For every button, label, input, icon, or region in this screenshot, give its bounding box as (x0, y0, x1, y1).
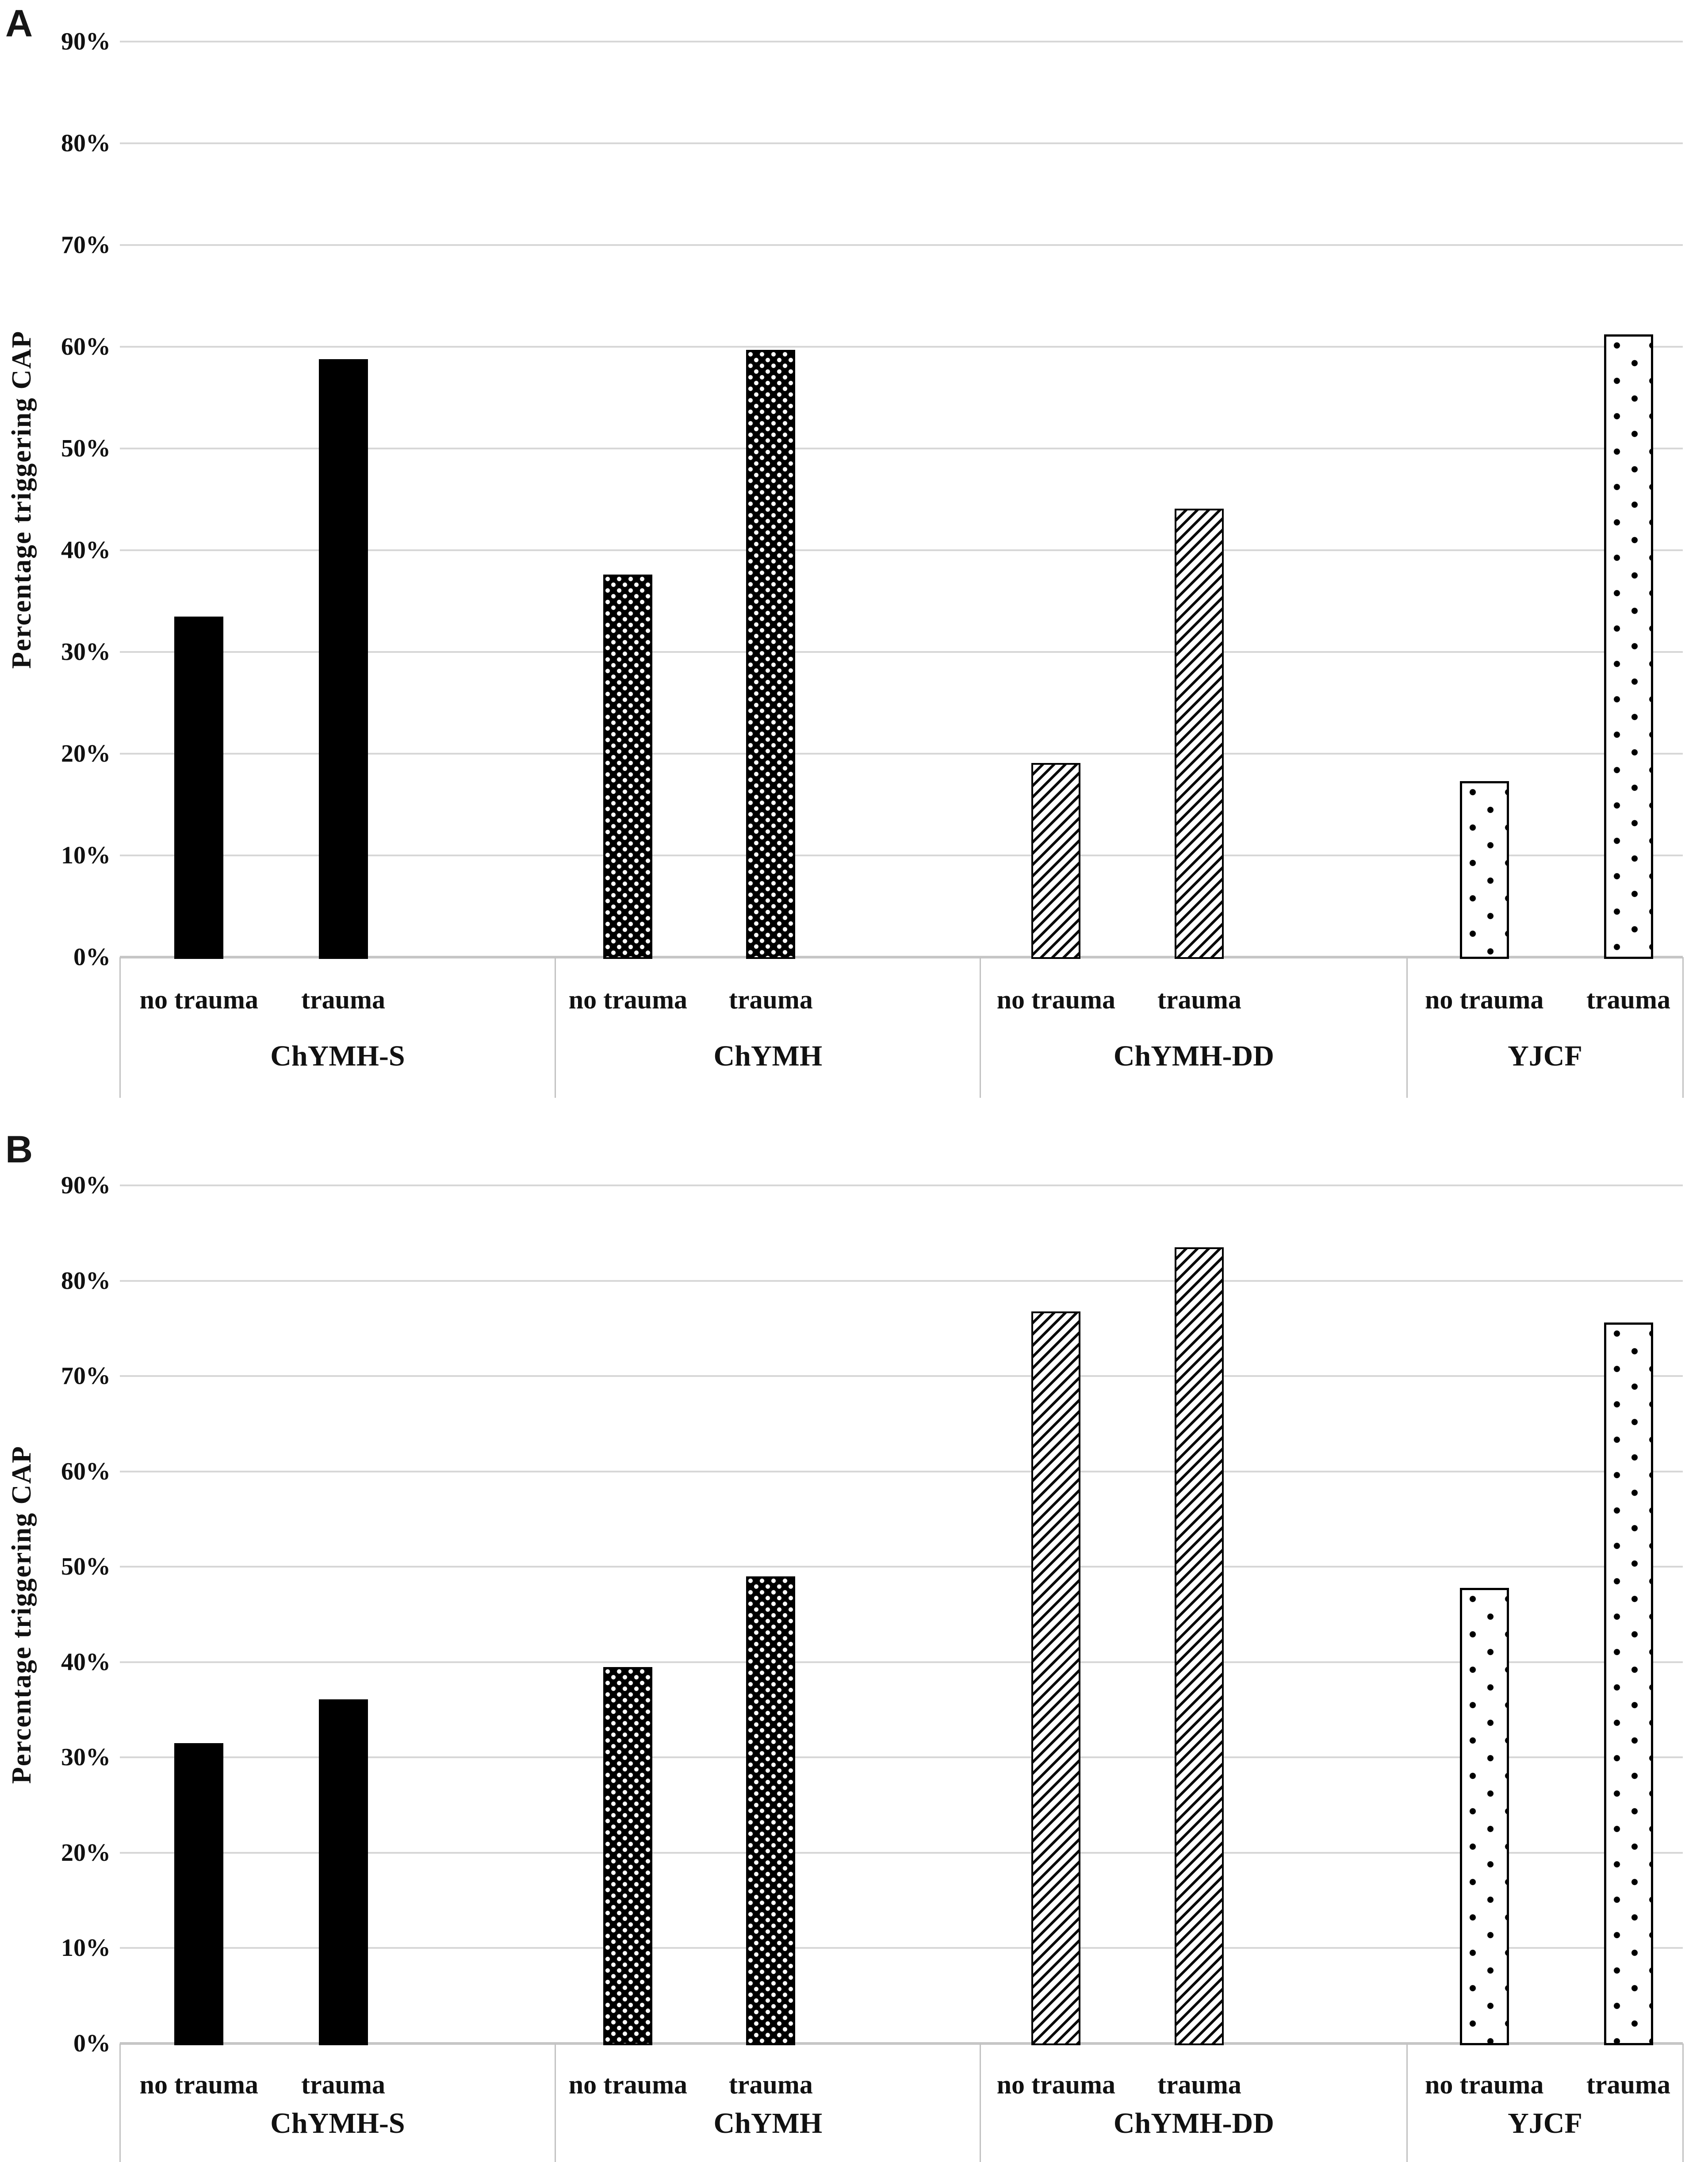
group-label-b-chymh-s: ChYMH-S (270, 2107, 405, 2139)
condition-label-a-chymh-dd-no-trauma: no trauma (996, 985, 1116, 1014)
gridline-a-80 (120, 142, 1683, 144)
y-tick-label-a-20: 20% (61, 740, 111, 767)
y-tick-label-a-30: 30% (61, 638, 111, 666)
condition-label-b-yjcf-no-trauma: no trauma (1425, 2070, 1544, 2099)
y-tick-label-a-50: 50% (61, 435, 111, 462)
gridline-b-90 (120, 1184, 1683, 1186)
group-label-a-yjcf: YJCF (1508, 1040, 1582, 1072)
category-divider-a-1 (555, 957, 556, 1098)
bar-a-chymh-dd-no-trauma (1031, 763, 1081, 959)
bar-b-yjcf-no-trauma (1459, 1587, 1509, 2045)
group-label-a-chymh-dd: ChYMH-DD (1113, 1040, 1274, 1072)
gridline-a-40 (120, 549, 1683, 551)
gridline-b-60 (120, 1470, 1683, 1472)
bar-b-chymh-no-trauma (603, 1667, 653, 2045)
y-tick-label-b-40: 40% (61, 1648, 111, 1676)
gridline-b-20 (120, 1852, 1683, 1854)
group-label-a-chymh: ChYMH (713, 1040, 823, 1072)
condition-label-b-chymh-trauma: trauma (728, 2070, 813, 2099)
group-label-b-chymh: ChYMH (713, 2107, 823, 2139)
category-divider-b-0 (119, 2043, 121, 2162)
y-tick-label-b-60: 60% (61, 1457, 111, 1485)
gridline-b-10 (120, 1947, 1683, 1949)
condition-label-b-chymh-dd-trauma: trauma (1157, 2070, 1241, 2099)
condition-label-b-chymh-s-no-trauma: no trauma (139, 2070, 258, 2099)
category-divider-b-4 (1682, 2043, 1684, 2162)
condition-label-b-yjcf-trauma: trauma (1586, 2070, 1670, 2099)
y-tick-label-a-70: 70% (61, 231, 111, 259)
gridline-a-60 (120, 346, 1683, 348)
bar-b-chymh-dd-trauma (1175, 1247, 1224, 2045)
bar-a-chymh-dd-trauma (1175, 508, 1224, 959)
gridline-b-30 (120, 1756, 1683, 1759)
gridline-b-80 (120, 1280, 1683, 1282)
y-tick-label-b-20: 20% (61, 1839, 111, 1867)
gridline-b-40 (120, 1661, 1683, 1663)
y-tick-label-b-10: 10% (61, 1934, 111, 1962)
condition-label-a-chymh-trauma: trauma (728, 985, 813, 1014)
y-tick-label-a-0: 0% (73, 943, 111, 971)
y-tick-label-b-50: 50% (61, 1553, 111, 1581)
y-tick-label-b-30: 30% (61, 1744, 111, 1771)
gridline-b-70 (120, 1375, 1683, 1377)
condition-label-a-chymh-dd-trauma: trauma (1157, 985, 1241, 1014)
gridline-a-30 (120, 651, 1683, 653)
condition-label-b-chymh-dd-no-trauma: no trauma (996, 2070, 1116, 2099)
y-tick-label-b-80: 80% (61, 1267, 111, 1295)
bar-b-chymh-trauma (746, 1576, 796, 2045)
condition-label-a-yjcf-no-trauma: no trauma (1425, 985, 1544, 1014)
y-tick-label-a-40: 40% (61, 537, 111, 564)
gridline-a-20 (120, 753, 1683, 755)
category-divider-a-0 (119, 957, 121, 1098)
bar-a-chymh-no-trauma (603, 575, 653, 959)
panel-b-y-axis-title: Percentage triggering CAP (7, 1445, 37, 1784)
bar-a-yjcf-trauma (1604, 334, 1653, 959)
category-divider-b-1 (555, 2043, 556, 2162)
bar-b-yjcf-trauma (1604, 1322, 1653, 2045)
gridline-a-90 (120, 41, 1683, 42)
condition-label-a-chymh-s-trauma: trauma (301, 985, 385, 1014)
condition-label-b-chymh-s-trauma: trauma (301, 2070, 385, 2099)
y-tick-label-a-10: 10% (61, 842, 111, 869)
condition-label-a-yjcf-trauma: trauma (1586, 985, 1670, 1014)
bar-b-chymh-dd-no-trauma (1031, 1311, 1081, 2045)
category-divider-a-3 (1406, 957, 1408, 1098)
x-axis-line-a (120, 956, 1683, 958)
category-divider-a-4 (1682, 957, 1684, 1098)
group-label-b-yjcf: YJCF (1508, 2107, 1582, 2139)
bar-b-chymh-s-no-trauma (174, 1743, 224, 2045)
y-tick-label-a-90: 90% (61, 28, 111, 55)
category-divider-b-3 (1406, 2043, 1408, 2162)
panel-a-y-axis-title: Percentage triggering CAP (7, 330, 37, 669)
gridline-a-70 (120, 244, 1683, 246)
bar-a-chymh-s-no-trauma (174, 616, 224, 959)
gridline-a-50 (120, 448, 1683, 449)
y-tick-label-b-0: 0% (73, 2030, 111, 2057)
gridline-a-10 (120, 855, 1683, 856)
bar-a-chymh-trauma (746, 349, 796, 959)
condition-label-a-chymh-s-no-trauma: no trauma (139, 985, 258, 1014)
panel-b-label: B (5, 1128, 33, 1171)
y-tick-label-a-80: 80% (61, 130, 111, 157)
condition-label-a-chymh-no-trauma: no trauma (568, 985, 688, 1014)
category-divider-a-2 (980, 957, 981, 1098)
group-label-a-chymh-s: ChYMH-S (270, 1040, 405, 1072)
y-tick-label-b-90: 90% (61, 1172, 111, 1199)
category-divider-b-2 (980, 2043, 981, 2162)
y-tick-label-a-60: 60% (61, 333, 111, 360)
panel-a-label: A (5, 2, 33, 45)
x-axis-line-b (120, 2042, 1683, 2045)
condition-label-b-chymh-no-trauma: no trauma (568, 2070, 688, 2099)
bar-b-chymh-s-trauma (318, 1699, 368, 2045)
bar-a-chymh-s-trauma (318, 359, 368, 959)
group-label-b-chymh-dd: ChYMH-DD (1113, 2107, 1274, 2139)
gridline-b-50 (120, 1566, 1683, 1568)
y-tick-label-b-70: 70% (61, 1362, 111, 1390)
bar-a-yjcf-no-trauma (1459, 781, 1509, 959)
